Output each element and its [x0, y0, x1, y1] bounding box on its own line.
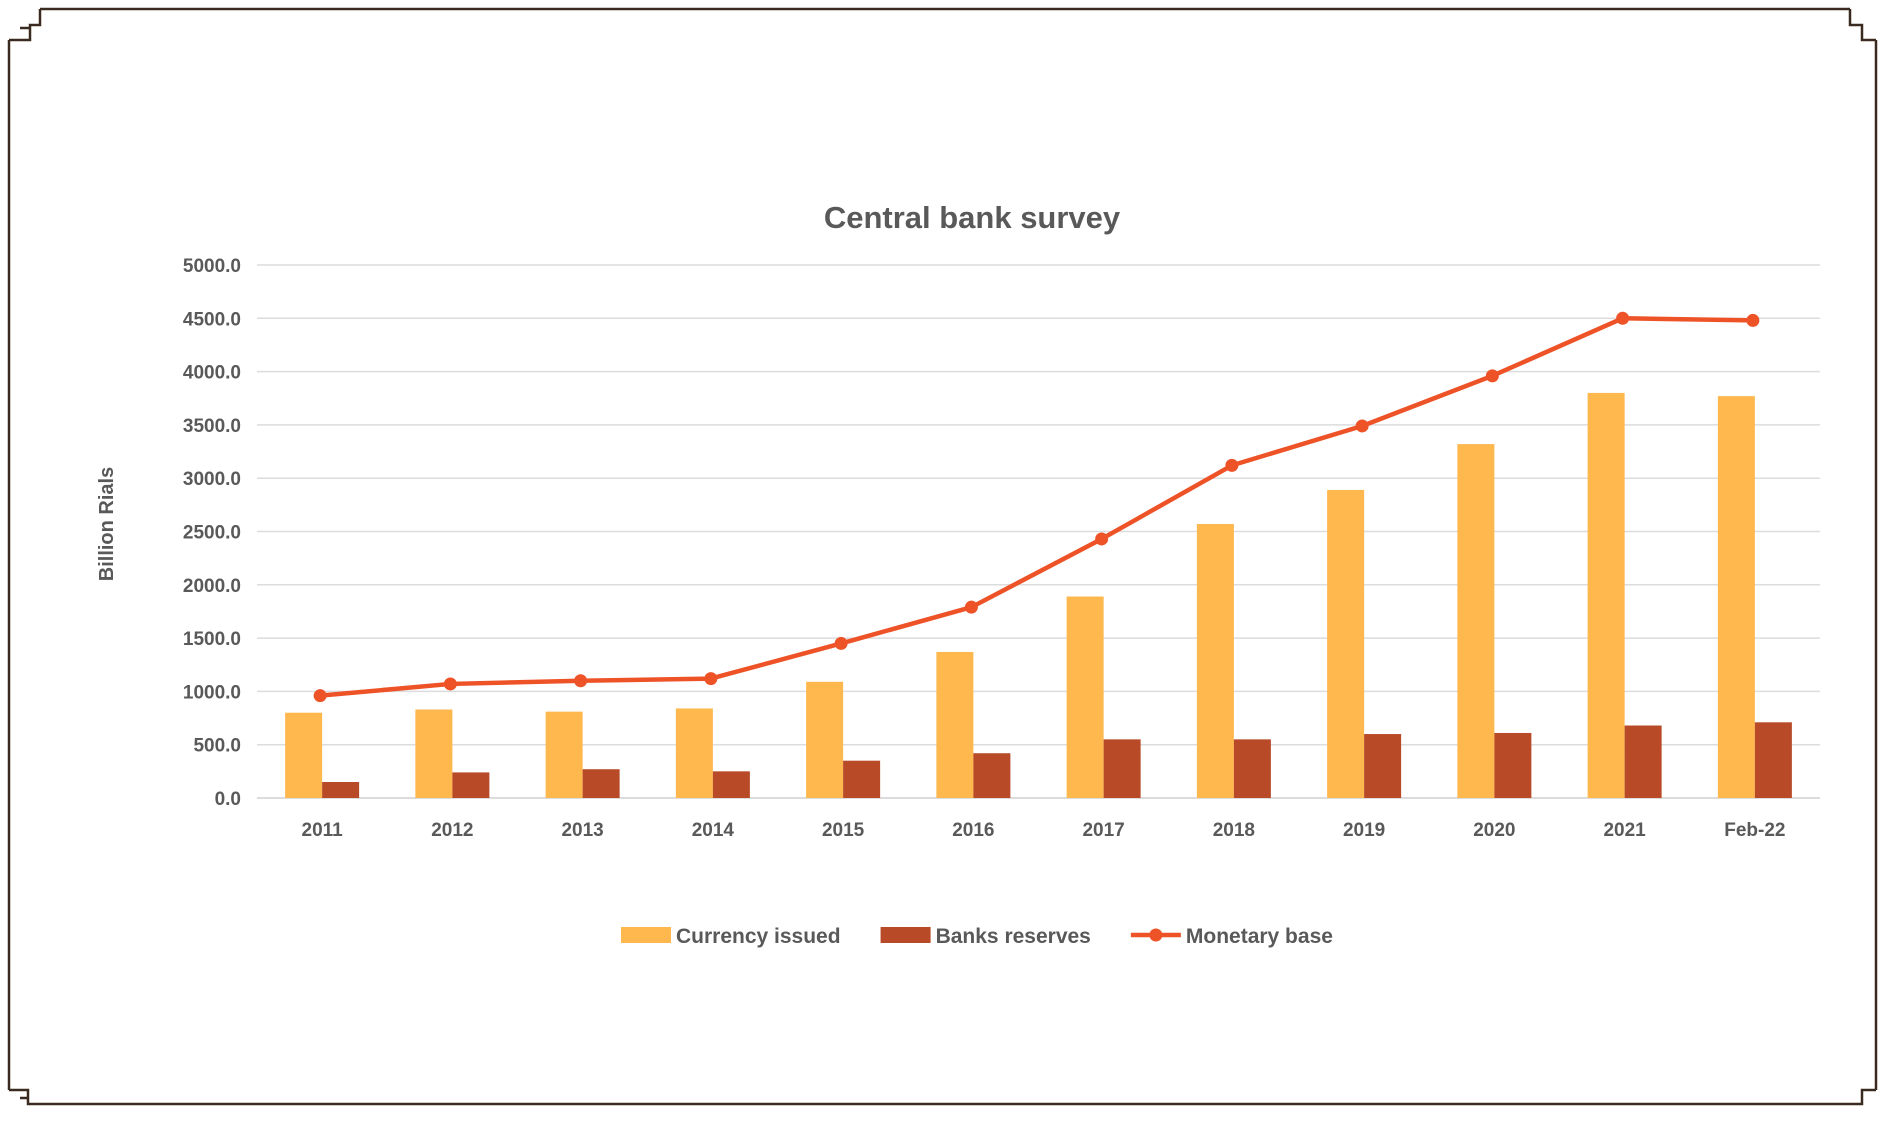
monetary-base-point: [1485, 369, 1499, 383]
y-tick-label: 2000.0: [183, 576, 241, 597]
legend-label: Banks reserves: [936, 925, 1091, 948]
currency-issued-bar: [1457, 444, 1495, 798]
banks-reserves-bar: [582, 769, 620, 798]
banks-reserves-bar: [1494, 732, 1532, 798]
currency-issued-bar: [806, 681, 844, 798]
y-tick-label: 1500.0: [183, 629, 241, 650]
frame-corner-bottom-right: [1850, 1088, 1876, 1106]
legend-item: Monetary base: [1130, 925, 1333, 948]
chart-title: Central bank survey: [824, 200, 1121, 235]
currency-issued-bar: [675, 708, 713, 798]
gridlines: [257, 264, 1820, 799]
monetary-base-line: [313, 311, 1760, 703]
monetary-base-point: [313, 689, 327, 703]
monetary-base-point: [443, 677, 457, 691]
currency-issued-bar: [1066, 596, 1104, 798]
y-axis-title: Billion Rials: [96, 467, 118, 581]
frame-corner-top-left: [9, 9, 42, 42]
y-tick-label: 3500.0: [183, 416, 241, 437]
banks-reserves-bar: [1103, 739, 1141, 798]
currency-issued-bar: [285, 712, 323, 798]
banks-reserves-bar: [1624, 725, 1662, 798]
currency-issued-bar: [1196, 524, 1234, 798]
x-tick-label: 2020: [1473, 820, 1515, 841]
y-tick-label: 500.0: [193, 736, 241, 757]
banks-reserves-bar: [322, 782, 360, 798]
banks-reserves-bar: [712, 771, 750, 798]
monetary-base-point: [1225, 458, 1239, 472]
x-tick-label: 2013: [561, 820, 603, 841]
x-tick-label: 2019: [1343, 820, 1385, 841]
y-tick-label: 4500.0: [183, 309, 241, 330]
currency-issued-bar: [936, 651, 974, 798]
legend-swatch: [621, 927, 671, 943]
x-tick-label: 2012: [431, 820, 473, 841]
banks-reserves-bar: [1754, 722, 1792, 798]
monetary-base-point: [1355, 419, 1369, 433]
banks-reserves-bar: [452, 772, 490, 798]
x-tick-label: 2015: [822, 820, 865, 841]
currency-issued-bar: [415, 709, 453, 798]
x-tick-label: 2011: [302, 820, 344, 841]
y-axis-ticks: 0.0 500.0 1000.0 1500.0 2000.0 2500.0 3000.0 35…: [183, 256, 241, 810]
monetary-base-point: [1616, 311, 1630, 325]
x-tick-label: 2017: [1082, 820, 1124, 841]
y-tick-label: 0.0: [215, 789, 241, 810]
banks-reserves-bar: [1233, 739, 1271, 798]
x-tick-label: 2016: [952, 820, 994, 841]
currency-issued-bar: [1587, 392, 1625, 798]
legend: Currency issued Banks reserves Monetary ba…: [621, 925, 1333, 948]
frame-corner-bottom-left: [9, 1088, 40, 1106]
monetary-base-point: [704, 672, 718, 686]
frame-corner-top-right: [1848, 9, 1876, 42]
x-tick-label: 2014: [692, 820, 735, 841]
monetary-base-point: [834, 636, 848, 650]
legend-item: Currency issued: [621, 925, 841, 948]
legend-label: Currency issued: [676, 925, 841, 948]
legend-item: Banks reserves: [880, 925, 1091, 948]
y-tick-label: 4000.0: [183, 363, 241, 384]
y-tick-label: 2500.0: [183, 523, 241, 544]
x-axis-ticks: 2011 2012 2013 2014 2015 2016 2017 2018 2019 2020…: [302, 820, 1786, 841]
y-tick-label: 1000.0: [183, 682, 241, 703]
currency-issued-bar: [1717, 396, 1755, 798]
x-tick-label: Feb-22: [1724, 820, 1785, 841]
currency-issued-bar: [545, 711, 583, 798]
legend-swatch: [880, 927, 931, 943]
banks-reserves-bar: [973, 753, 1011, 798]
monetary-base-point: [1095, 532, 1109, 546]
legend-marker: [1149, 928, 1163, 942]
x-tick-label: 2018: [1213, 820, 1255, 841]
monetary-base-point: [1746, 313, 1760, 327]
currency-issued-bar: [1327, 489, 1365, 798]
banks-reserves-bar: [843, 760, 881, 798]
legend-label: Monetary base: [1186, 925, 1333, 948]
bars: [285, 392, 1792, 798]
monetary-base-point: [574, 674, 588, 688]
x-tick-label: 2021: [1603, 820, 1646, 841]
y-tick-label: 3000.0: [183, 469, 241, 490]
banks-reserves-bar: [1364, 734, 1402, 798]
monetary-base-point: [964, 600, 978, 614]
frame-border: [7, 7, 1878, 1106]
monetary-base-line-path: [317, 316, 1756, 698]
y-tick-label: 5000.0: [183, 256, 241, 277]
